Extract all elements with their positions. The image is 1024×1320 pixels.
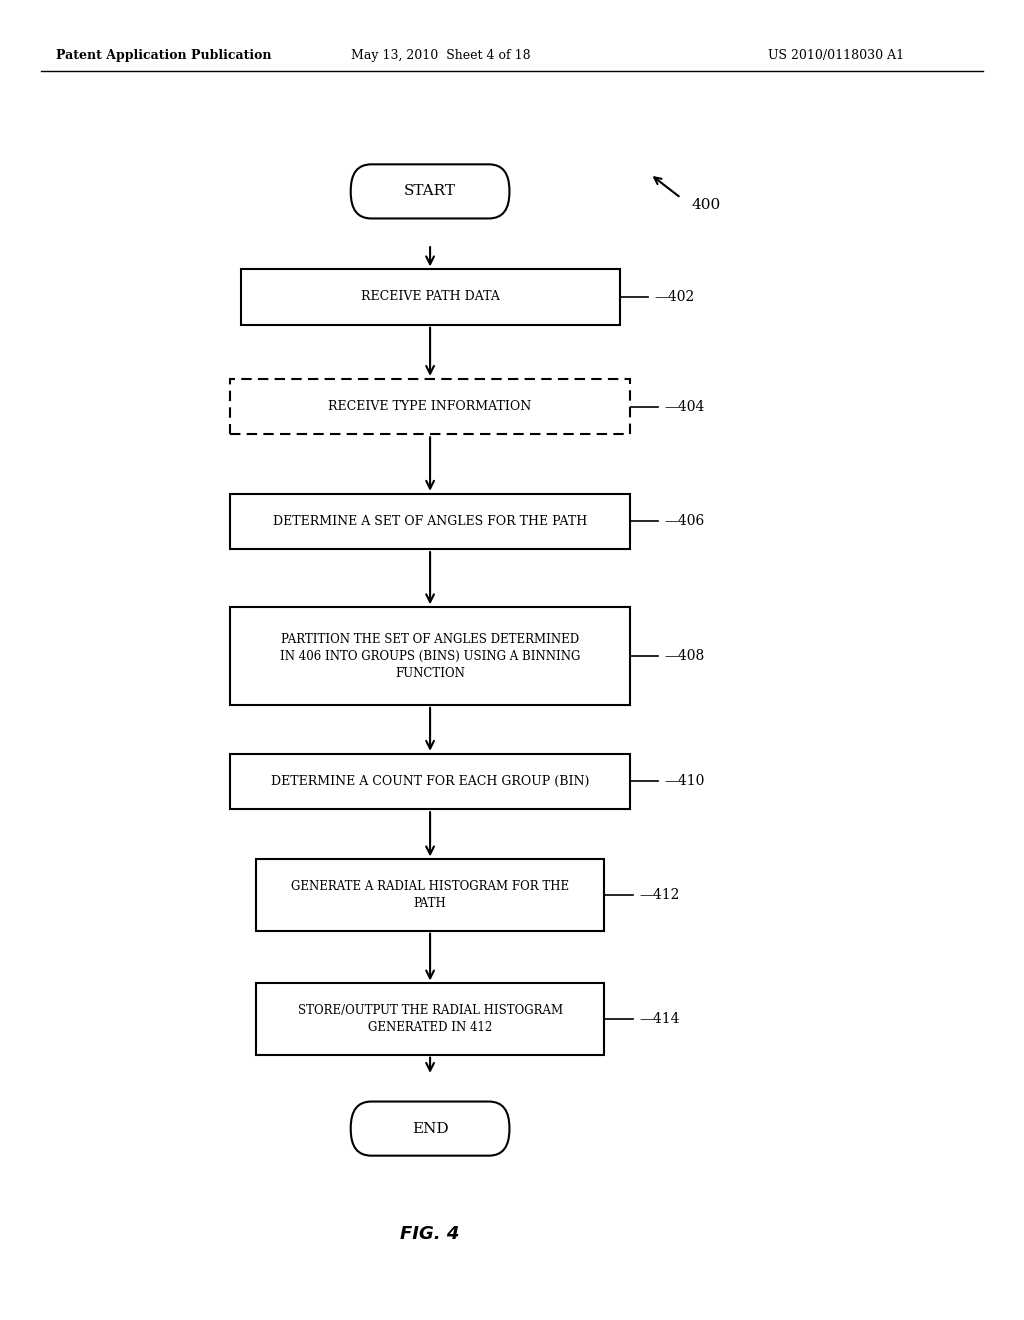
Text: STORE/OUTPUT THE RADIAL HISTOGRAM
GENERATED IN 412: STORE/OUTPUT THE RADIAL HISTOGRAM GENERA… — [298, 1005, 562, 1034]
Text: Patent Application Publication: Patent Application Publication — [56, 49, 271, 62]
Text: PARTITION THE SET OF ANGLES DETERMINED
IN 406 INTO GROUPS (BINS) USING A BINNING: PARTITION THE SET OF ANGLES DETERMINED I… — [280, 632, 581, 680]
Text: RECEIVE TYPE INFORMATION: RECEIVE TYPE INFORMATION — [329, 400, 531, 413]
Text: —404: —404 — [665, 400, 705, 413]
Text: START: START — [404, 185, 456, 198]
FancyBboxPatch shape — [350, 164, 509, 218]
Text: 400: 400 — [691, 198, 721, 211]
Text: —410: —410 — [665, 775, 705, 788]
Text: DETERMINE A COUNT FOR EACH GROUP (BIN): DETERMINE A COUNT FOR EACH GROUP (BIN) — [271, 775, 589, 788]
Bar — [230, 754, 630, 809]
Text: —412: —412 — [639, 888, 679, 902]
Bar — [230, 607, 630, 705]
Text: END: END — [412, 1122, 449, 1135]
Text: —406: —406 — [665, 515, 705, 528]
Bar — [230, 379, 630, 434]
Text: RECEIVE PATH DATA: RECEIVE PATH DATA — [360, 290, 500, 304]
Text: —402: —402 — [654, 290, 694, 304]
Text: DETERMINE A SET OF ANGLES FOR THE PATH: DETERMINE A SET OF ANGLES FOR THE PATH — [273, 515, 587, 528]
Text: —414: —414 — [639, 1012, 680, 1026]
Text: —408: —408 — [665, 649, 705, 663]
Bar — [241, 269, 620, 325]
Bar — [256, 859, 604, 931]
Bar — [256, 983, 604, 1055]
Bar — [230, 494, 630, 549]
Text: May 13, 2010  Sheet 4 of 18: May 13, 2010 Sheet 4 of 18 — [350, 49, 530, 62]
FancyBboxPatch shape — [350, 1101, 509, 1156]
Text: GENERATE A RADIAL HISTOGRAM FOR THE
PATH: GENERATE A RADIAL HISTOGRAM FOR THE PATH — [291, 880, 569, 909]
Text: FIG. 4: FIG. 4 — [400, 1225, 460, 1243]
Text: US 2010/0118030 A1: US 2010/0118030 A1 — [768, 49, 904, 62]
